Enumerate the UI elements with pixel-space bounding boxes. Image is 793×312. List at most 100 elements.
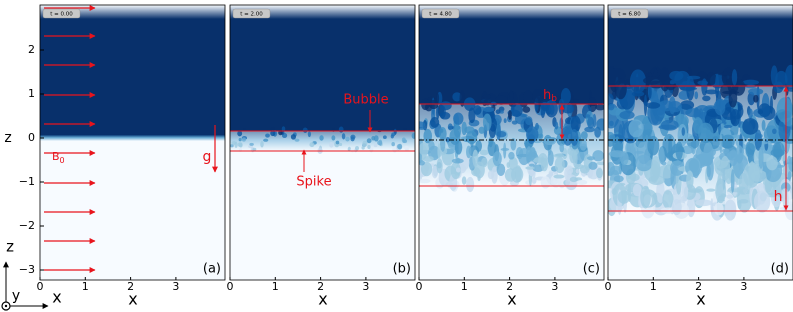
plume: [776, 97, 793, 123]
plume: [525, 166, 535, 170]
plume: [719, 155, 731, 181]
plume: [753, 94, 759, 103]
hb-label: hb: [543, 88, 557, 104]
plume: [688, 158, 700, 173]
time-label: t = 0.00: [50, 11, 73, 17]
x-axis-label: x: [318, 290, 327, 309]
field-symbol: B: [52, 150, 60, 163]
plume: [270, 130, 276, 137]
x-axis-label: x: [128, 290, 137, 309]
interface: [40, 135, 225, 141]
plume: [436, 105, 440, 120]
plume: [686, 170, 694, 190]
plume: [617, 190, 631, 204]
triad-dot: [4, 304, 8, 308]
gravity-label: g: [203, 149, 212, 165]
plume: [307, 131, 311, 138]
y-tick-label: −1: [19, 175, 35, 188]
frame: [229, 4, 416, 281]
plume: [579, 138, 587, 151]
plume: [608, 103, 615, 111]
plume: [681, 127, 685, 136]
panel: t = 6.80 (d) 0 1 2 3 x: [605, 4, 793, 309]
plume: [445, 136, 450, 143]
plume: [466, 145, 472, 159]
plume: [631, 91, 645, 97]
plume: [355, 146, 360, 151]
plume: [609, 120, 614, 127]
plume: [668, 100, 682, 113]
plume: [706, 188, 716, 192]
plume: [697, 122, 714, 144]
plume: [452, 92, 462, 102]
plume: [572, 150, 578, 168]
plume: [788, 157, 793, 172]
plume: [263, 138, 269, 142]
plume: [758, 146, 764, 169]
plume: [347, 146, 352, 152]
plume: [670, 160, 685, 176]
plume: [481, 157, 488, 168]
time-box: [610, 8, 649, 19]
plume: [338, 126, 344, 133]
x-tick-label: 1: [272, 280, 279, 293]
plume: [436, 158, 443, 174]
plume: [447, 123, 453, 131]
plume: [529, 163, 535, 167]
plume: [570, 128, 579, 146]
plume: [464, 126, 475, 134]
plume: [510, 137, 517, 151]
plume: [629, 173, 640, 181]
plume: [588, 161, 598, 170]
plume: [451, 158, 464, 164]
plume: [403, 127, 407, 131]
plume: [651, 155, 661, 177]
plume: [461, 176, 467, 185]
plume: [234, 141, 238, 148]
plume: [309, 142, 315, 148]
plume: [595, 104, 604, 111]
plume: [553, 153, 565, 158]
plume: [570, 115, 581, 133]
plume: [620, 151, 629, 166]
plume: [522, 106, 531, 113]
plume: [508, 109, 512, 121]
plume: [563, 128, 573, 146]
plume: [373, 143, 378, 148]
field: [608, 5, 793, 280]
plume: [614, 78, 627, 100]
plume: [659, 67, 671, 92]
x-tick-label: 1: [82, 280, 89, 293]
plume: [609, 165, 623, 176]
plume: [390, 134, 394, 139]
plume: [525, 116, 533, 126]
plume: [482, 113, 492, 131]
time-label: t = 2.00: [240, 11, 263, 17]
plume: [377, 140, 382, 146]
plume: [510, 103, 523, 118]
panel-label: (c): [583, 262, 600, 277]
plume: [608, 131, 616, 147]
plume: [366, 138, 372, 144]
x-tick-label: 0: [227, 280, 234, 293]
x-tick-label: 1: [650, 280, 657, 293]
plume: [614, 141, 624, 153]
plume: [341, 133, 346, 140]
plume: [575, 168, 580, 174]
plume: [449, 128, 461, 145]
plume: [628, 119, 644, 138]
mixing-zone: [230, 131, 415, 151]
plume: [479, 149, 489, 156]
plume: [706, 72, 717, 86]
plume: [423, 155, 434, 162]
plume: [722, 90, 740, 95]
plume: [643, 94, 648, 116]
plume: [391, 141, 395, 147]
plume: [459, 90, 466, 107]
plume: [648, 84, 652, 99]
plume: [669, 80, 676, 85]
plume: [592, 150, 604, 162]
plume: [595, 167, 604, 179]
plume: [419, 160, 425, 166]
